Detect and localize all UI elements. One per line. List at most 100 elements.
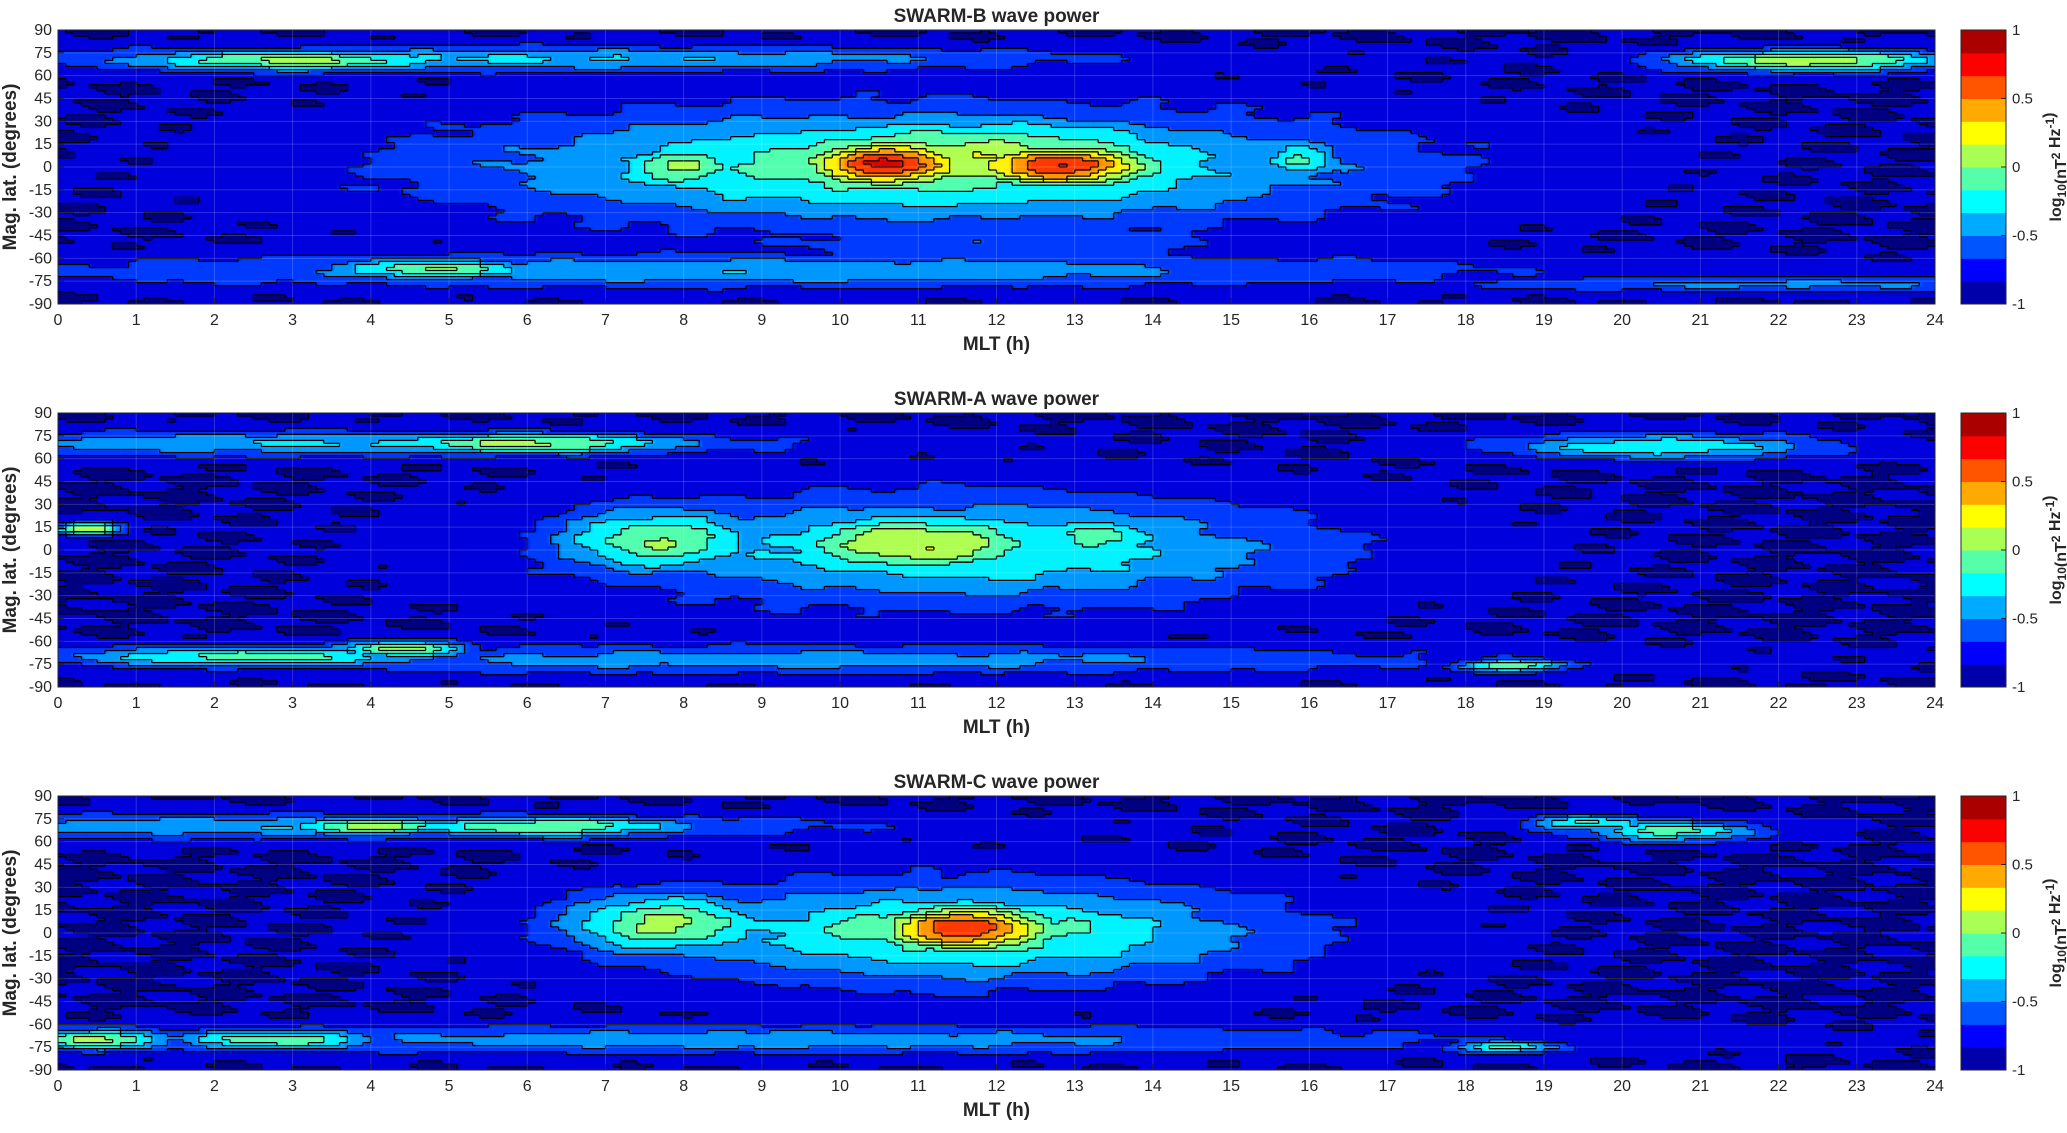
y-tick-label: -75 [29,1039,52,1056]
x-tick-label: 10 [831,1078,849,1095]
colorbar-segment [1961,978,2006,1002]
colorbar-segment [1961,1024,2006,1048]
y-tick-label: 90 [34,788,52,805]
colorbar-segment [1961,933,2006,957]
x-tick-label: 0 [54,695,63,712]
y-tick-label: 75 [34,811,52,828]
y-tick-label: -45 [29,611,52,628]
x-tick-label: 9 [757,1078,766,1095]
colorbar-tick-label: 0.5 [2012,857,2033,874]
y-tick-label: 30 [34,879,52,896]
colorbar-segment [1961,481,2006,505]
x-tick-label: 11 [910,1078,927,1095]
x-tick-label: 2 [210,695,219,712]
y-tick-label: 75 [34,428,52,445]
y-tick-label: 15 [34,519,52,536]
colorbar-tick-label: 0.5 [2012,91,2033,108]
colorbar-tick-label: -0.5 [2012,611,2038,628]
y-tick-label: -30 [29,588,52,605]
colorbar-segment [1961,413,2006,437]
colorbar-segment [1961,30,2006,54]
x-tick-label: 15 [1222,312,1240,329]
y-tick-label: 60 [34,68,52,85]
y-tick-label: -60 [29,1016,52,1033]
x-tick-label: 9 [757,312,766,329]
colorbar: 1 0.5 0 -0.5 -1 log10(nT2 Hz-1) [1960,405,2067,696]
x-tick-label: 3 [288,312,297,329]
colorbar-segment [1961,572,2006,597]
contour-lines [58,413,1936,688]
contour-lines [58,30,1936,305]
colorbar-segment [1961,235,2006,259]
x-tick-label: 17 [1379,1078,1397,1095]
x-tick-label: 3 [288,1078,297,1095]
x-tick-label: 12 [988,695,1006,712]
colorbar-tick-label: -1 [2012,296,2025,313]
x-tick-label: 1 [132,1078,141,1095]
y-tick-label: -75 [29,273,52,290]
y-tick-label: -60 [29,633,52,650]
colorbar-segment [1961,618,2006,642]
y-tick-label: 90 [34,405,52,422]
colorbar-tick-label: 0 [2012,542,2020,559]
y-tick-label: 15 [34,136,52,153]
colorbar-tick-label: 0 [2012,925,2020,942]
colorbar-label: log10(nT2 Hz-1) [2041,113,2067,222]
colorbar-label: log10(nT2 Hz-1) [2041,496,2067,605]
y-tick-label: 45 [34,474,52,491]
colorbar-segment [1961,212,2006,236]
y-tick-label: -45 [29,228,52,245]
x-tick-label: 20 [1613,1078,1631,1095]
colorbar-segment [1961,458,2006,482]
y-axis-label: Mag. lat. (degrees) [0,850,21,1017]
x-tick-label: 11 [910,695,927,712]
x-tick-label: 21 [1691,695,1709,712]
x-tick-label: 5 [445,695,454,712]
colorbar-tick-label: 1 [2012,22,2020,39]
x-tick-label: 10 [831,312,849,329]
y-tick-label: -60 [29,250,52,267]
colorbar-segment [1961,121,2006,145]
x-tick-label: 23 [1848,312,1866,329]
x-axis-label: MLT (h) [963,717,1030,738]
x-tick-label: 2 [210,1078,219,1095]
y-tick-label: -30 [29,971,52,988]
y-tick-label: 60 [34,834,52,851]
y-tick-label: 90 [34,22,52,39]
y-tick-label: 45 [34,857,52,874]
x-tick-label: 0 [54,312,63,329]
x-tick-label: 4 [366,695,375,712]
x-tick-label: 20 [1613,695,1631,712]
y-tick-label: -75 [29,656,52,673]
panel-1: 0 1 2 3 4 5 6 7 8 9 10 11 12 13 14 15 16 17 18 19 20 21 22 23 24… [0,6,2067,355]
y-tick-label: 0 [43,542,52,559]
x-tick-label: 5 [445,312,454,329]
colorbar-segment [1961,595,2006,619]
colorbar-segment [1961,955,2006,980]
x-tick-label: 24 [1926,1078,1944,1095]
x-tick-label: 7 [601,312,610,329]
colorbar-segment [1961,144,2006,168]
colorbar-tick-label: 1 [2012,788,2020,805]
x-tick-label: 2 [210,312,219,329]
colorbar-segment [1961,910,2006,934]
chart-title: SWARM-A wave power [894,389,1100,410]
colorbar-segment [1961,189,2006,214]
colorbar-segment [1961,527,2006,551]
y-tick-label: -15 [29,182,52,199]
x-tick-label: 4 [366,312,375,329]
x-tick-label: 23 [1848,695,1866,712]
x-tick-label: 14 [1144,312,1162,329]
x-tick-label: 8 [679,312,688,329]
x-tick-label: 24 [1926,312,1944,329]
x-tick-label: 7 [601,1078,610,1095]
y-tick-label: 0 [43,925,52,942]
x-tick-label: 7 [601,695,610,712]
colorbar-segment [1961,281,2006,305]
x-axis-label: MLT (h) [963,334,1030,355]
colorbar-segment [1961,664,2006,688]
colorbar-segment [1961,887,2006,911]
x-tick-label: 9 [757,695,766,712]
y-tick-label: -30 [29,205,52,222]
